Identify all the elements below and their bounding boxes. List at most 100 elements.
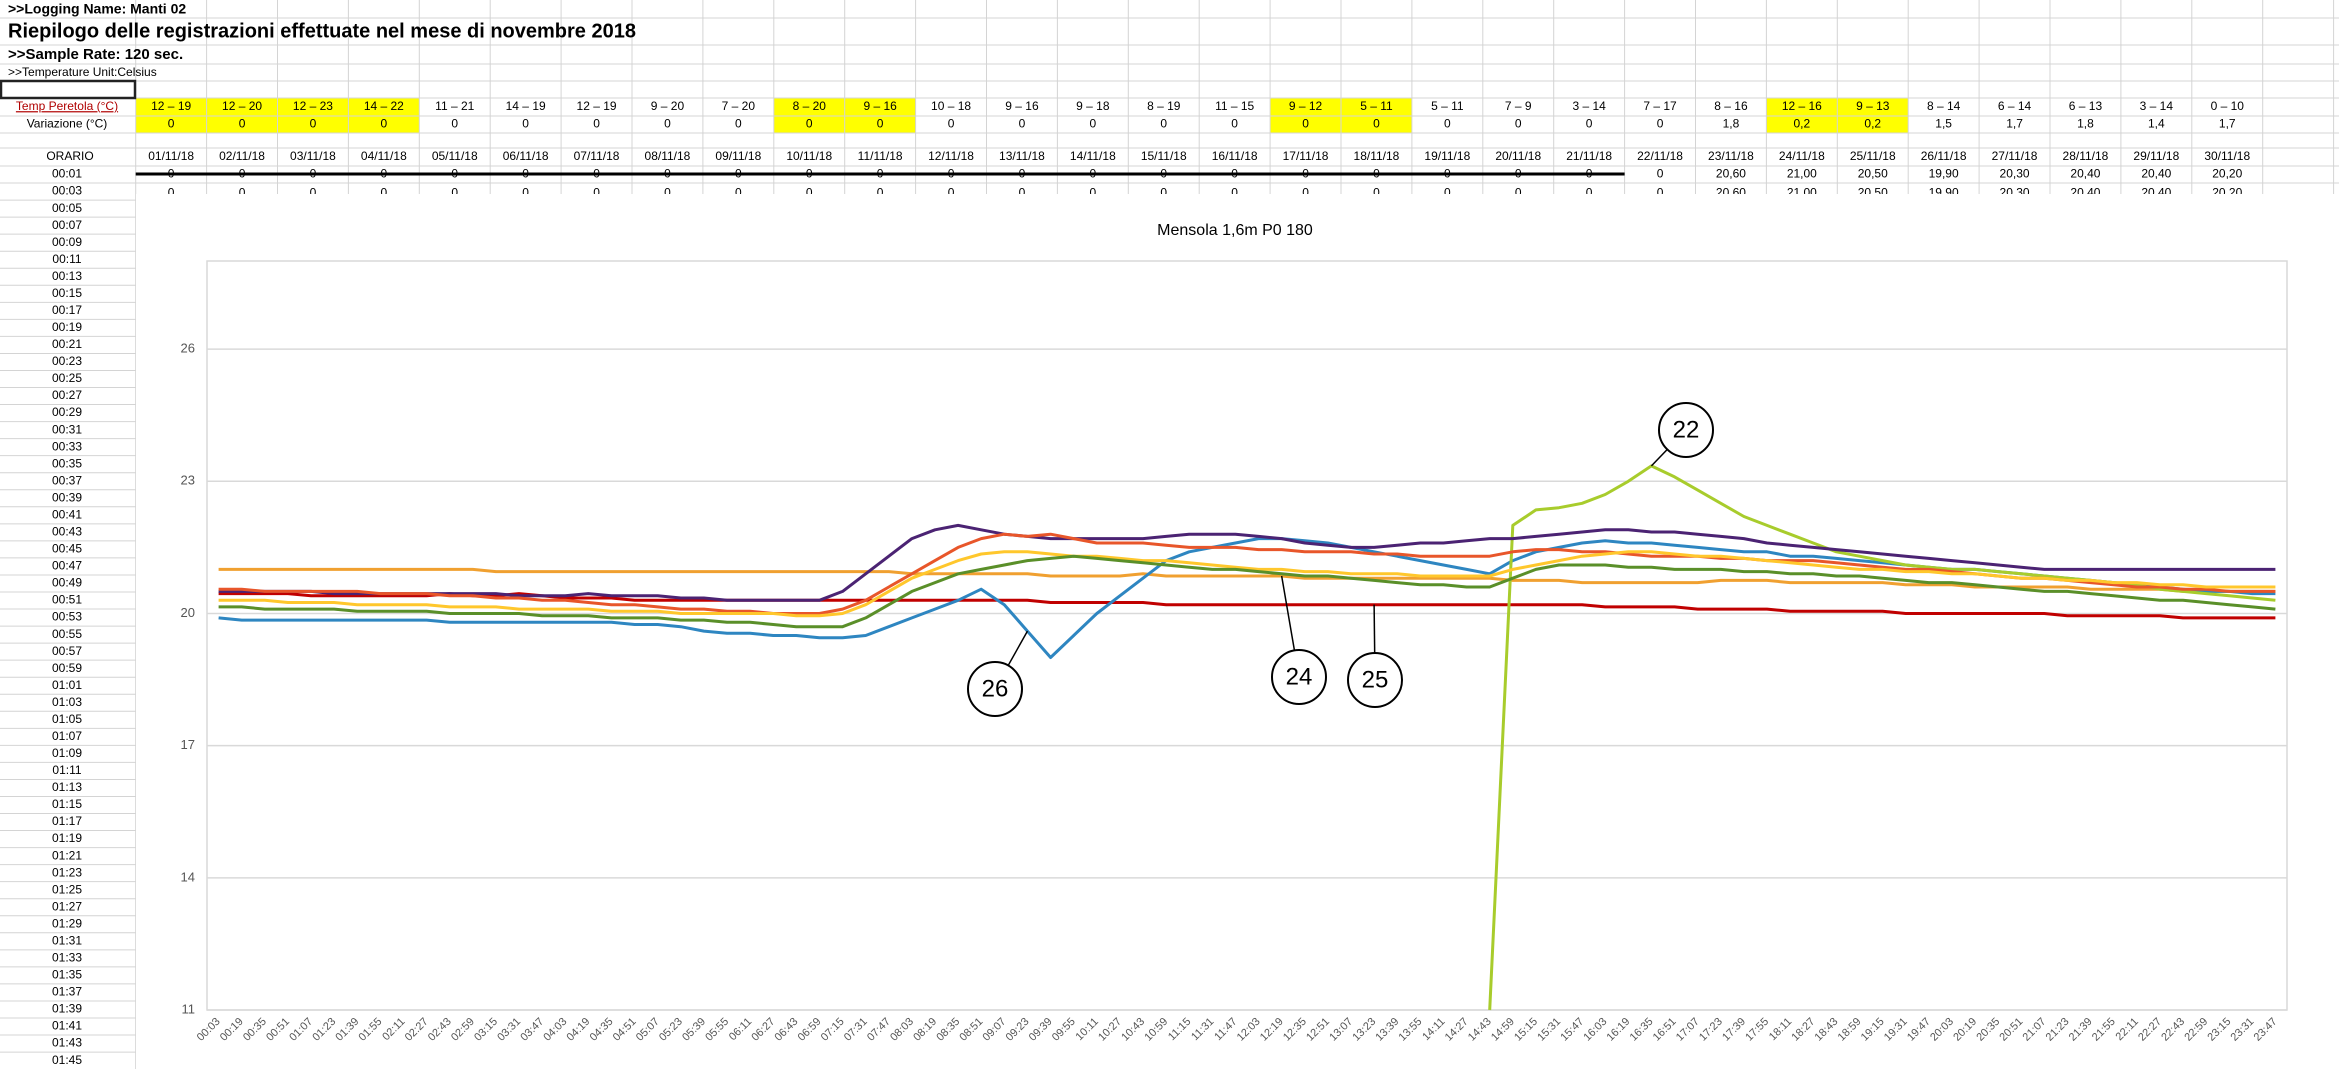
date-header: 02/11/18 [219, 149, 265, 163]
temp-range: 14 – 19 [506, 99, 546, 113]
date-header: 13/11/18 [999, 149, 1045, 163]
date-header: 05/11/18 [432, 149, 478, 163]
time-cell: 01:23 [52, 865, 82, 879]
time-cell: 01:31 [52, 933, 82, 947]
cell-value: 0 [1657, 186, 1664, 200]
cell-value: 0 [1302, 186, 1309, 200]
date-header: 29/11/18 [2133, 149, 2179, 163]
variation: 1,7 [2006, 117, 2023, 131]
temp-range: 7 – 9 [1505, 99, 1532, 113]
cell-value: 21,00 [1787, 167, 1817, 181]
time-cell: 00:37 [52, 473, 82, 487]
cell-value: 0 [1586, 186, 1593, 200]
temp-range: 7 – 20 [722, 99, 756, 113]
cell-value: 0 [310, 186, 317, 200]
time-cell: 00:03 [52, 184, 82, 198]
time-cell: 01:05 [52, 712, 82, 726]
time-cell: 00:21 [52, 337, 82, 351]
temp-range: 12 – 23 [293, 99, 333, 113]
date-header: 10/11/18 [786, 149, 832, 163]
date-header: 08/11/18 [645, 149, 691, 163]
callout-circle [967, 661, 1023, 717]
temp-range: 14 – 22 [364, 99, 404, 113]
variation: 0 [877, 117, 884, 131]
cell-value: 0 [948, 186, 955, 200]
callout-label: 22 [1673, 416, 1700, 443]
time-cell: 00:35 [52, 456, 82, 470]
time-cell: 00:31 [52, 422, 82, 436]
time-cell: 00:53 [52, 610, 82, 624]
cell-value: 0 [1657, 167, 1664, 181]
time-cell: 00:25 [52, 371, 82, 385]
time-cell: 00:13 [52, 269, 82, 283]
time-cell: 00:57 [52, 644, 82, 658]
callout-circle [1658, 402, 1714, 458]
time-cell: 01:19 [52, 831, 82, 845]
cell-value: 20,50 [1858, 167, 1888, 181]
sheet-title: Riepilogo delle registrazioni effettuate… [8, 20, 636, 42]
variation: 0 [1586, 117, 1593, 131]
variation: 0 [1657, 117, 1664, 131]
date-header: 12/11/18 [928, 149, 974, 163]
date-header: 11/11/18 [858, 149, 903, 163]
variation: 0 [1515, 117, 1522, 131]
time-cell: 01:17 [52, 814, 82, 828]
time-cell: 01:37 [52, 985, 82, 999]
temp-range: 9 – 13 [1856, 99, 1890, 113]
cell-value: 0 [522, 186, 529, 200]
time-cell: 01:01 [52, 678, 82, 692]
cell-value: 0 [1019, 186, 1026, 200]
variation: 1,7 [2219, 117, 2236, 131]
time-cell: 01:39 [52, 1002, 82, 1016]
date-header: 26/11/18 [1921, 149, 1967, 163]
date-header: 01/11/18 [148, 149, 194, 163]
y-tick-label: 23 [181, 473, 195, 488]
cell-value: 0 [664, 186, 671, 200]
variation: 0 [239, 117, 246, 131]
time-cell: 00:47 [52, 559, 82, 573]
time-cell: 00:49 [52, 576, 82, 590]
date-header: 21/11/18 [1566, 149, 1612, 163]
time-cell: 00:27 [52, 388, 82, 402]
row-label: Temp Peretola (°C) [16, 99, 118, 113]
chart: Mensola 1,6m P0 18011141720232600:0300:1… [136, 194, 2339, 1069]
temp-range: 9 – 20 [651, 99, 685, 113]
variation: 0 [1373, 117, 1380, 131]
variation: 0 [1444, 117, 1451, 131]
cell-value: 0 [381, 186, 388, 200]
temp-range: 9 – 16 [1005, 99, 1039, 113]
cell-value: 0 [1373, 186, 1380, 200]
variation: 0 [948, 117, 955, 131]
variation: 0 [1090, 117, 1097, 131]
temp-range: 10 – 18 [931, 99, 971, 113]
date-header: 09/11/18 [715, 149, 761, 163]
time-cell: 00:17 [52, 303, 82, 317]
variation: 0 [735, 117, 742, 131]
cell-value: 0 [806, 186, 813, 200]
series-line [218, 523, 2276, 602]
time-cell: 01:27 [52, 899, 82, 913]
date-header: 04/11/18 [361, 149, 407, 163]
variation: 1,8 [1723, 117, 1740, 131]
temp-range: 6 – 13 [2069, 99, 2103, 113]
date-header: 25/11/18 [1850, 149, 1896, 163]
cell-value: 0 [239, 186, 246, 200]
temp-range: 5 – 11 [1360, 99, 1393, 113]
temp-range: 12 – 16 [1782, 99, 1822, 113]
time-cell: 00:05 [52, 201, 82, 215]
cell-value: 0 [1444, 186, 1451, 200]
date-header: 15/11/18 [1141, 149, 1187, 163]
time-cell: 01:09 [52, 746, 82, 760]
selected-cell [0, 79, 137, 100]
chart-title: Mensola 1,6m P0 180 [1157, 222, 1313, 239]
time-cell: 01:03 [52, 695, 82, 709]
cell-value: 20,30 [2000, 167, 2030, 181]
time-cell: 00:43 [52, 525, 82, 539]
variation: 0 [593, 117, 600, 131]
temp-range: 12 – 19 [151, 99, 191, 113]
y-tick-label: 17 [181, 737, 195, 752]
callout-label: 24 [1286, 663, 1313, 690]
temp-range: 11 – 21 [435, 99, 474, 113]
